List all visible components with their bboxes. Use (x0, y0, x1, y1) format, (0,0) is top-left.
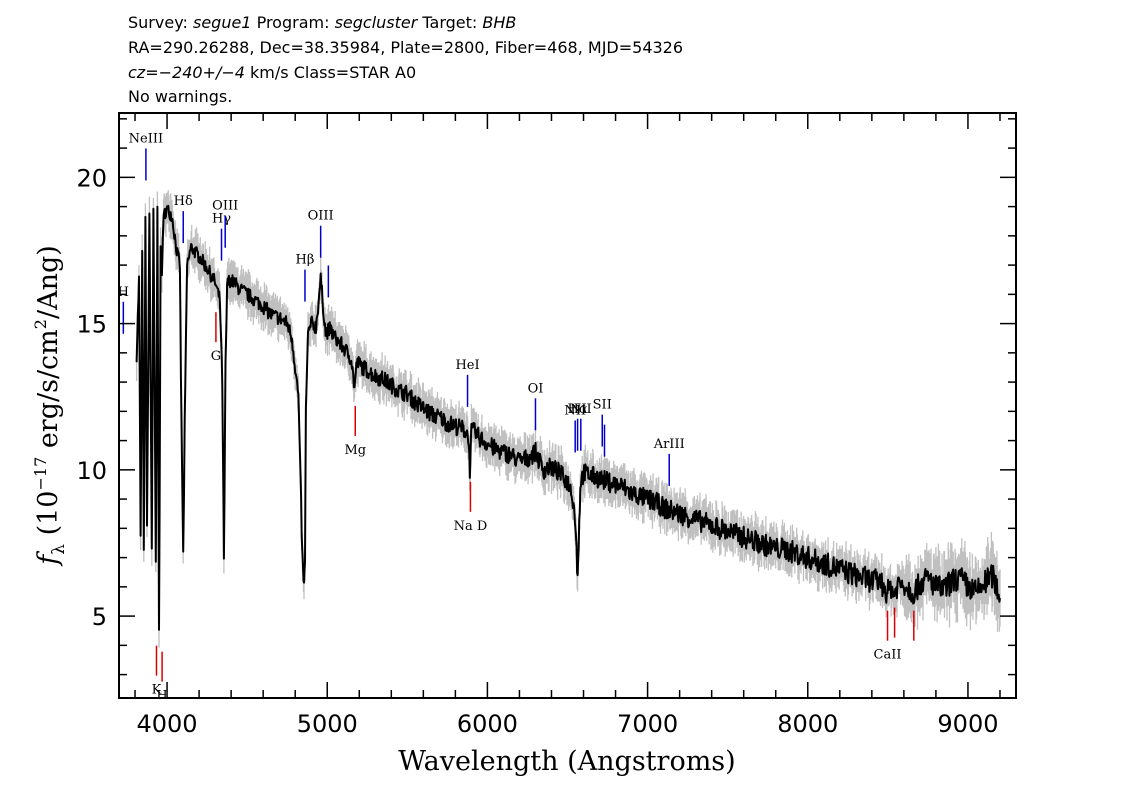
absorption-line-label: K (152, 683, 162, 698)
emission-line-label: NeIII (129, 131, 163, 146)
x-tick-label: 5000 (297, 710, 358, 738)
emission-line-label: NII (570, 402, 592, 417)
emission-line-label: ArIII (653, 437, 685, 452)
emission-line-label: H (118, 285, 129, 300)
spectrum-line (135, 204, 1001, 631)
header-line-target: Survey: segue1 Program: segcluster Targe… (128, 12, 516, 34)
survey-label: Survey: (128, 13, 188, 32)
program-label: Program: (256, 13, 330, 32)
header-line-coordinates: RA=290.26288, Dec=38.35984, Plate=2800, … (128, 38, 684, 57)
emission-line-label: OIII (212, 199, 238, 214)
emission-line-label: Hα (568, 402, 588, 417)
emission-line-label: OIII (308, 209, 334, 224)
target-label: Target: (422, 13, 478, 32)
x-tick-label: 9000 (937, 710, 998, 738)
absorption-line-label: G (211, 349, 221, 364)
emission-line-label: SII (593, 398, 612, 413)
cz-units-class: km/s Class=STAR A0 (250, 63, 417, 82)
absorption-line-label: Mg (344, 443, 366, 458)
header-line-warnings: No warnings. (128, 87, 233, 106)
spectrum-layer (135, 204, 1001, 631)
absorption-line-label: CaII (874, 648, 902, 663)
plot-frame (118, 112, 1017, 699)
survey-value: segue1 (192, 13, 252, 32)
axis-ticks: 4000 5000 6000 7000 8000 9000 5 10 15 20 (76, 113, 1016, 738)
emission-line-label: Hβ (296, 253, 315, 268)
header-line-redshift: cz=−240+/−4 km/s Class=STAR A0 (128, 62, 416, 84)
emission-line-label: HeI (455, 358, 479, 373)
x-axis-title: Wavelength (Angstroms) (398, 746, 735, 777)
x-tick-label: 8000 (777, 710, 838, 738)
program-value: segcluster (334, 13, 418, 32)
y-tick-label: 5 (92, 603, 107, 631)
emission-line-label: OI (528, 381, 544, 396)
y-axis-title: fλ (10−17 erg/s/cm2/Ang) (31, 245, 69, 567)
cz-value: cz=−240+/−4 (128, 63, 245, 82)
emission-line-label: NII (564, 403, 586, 418)
target-value: BHB (482, 13, 517, 32)
absorption-line-label: Na D (454, 519, 488, 534)
emission-line-label: Hδ (174, 194, 193, 209)
y-tick-label: 15 (76, 311, 107, 339)
absorption-line-label: H (156, 689, 167, 704)
y-tick-label: 20 (76, 164, 107, 192)
x-tick-label: 4000 (137, 710, 198, 738)
x-tick-label: 7000 (617, 710, 678, 738)
emission-line-label: Hγ (212, 212, 231, 227)
y-tick-label: 10 (76, 457, 107, 485)
x-tick-label: 6000 (457, 710, 518, 738)
